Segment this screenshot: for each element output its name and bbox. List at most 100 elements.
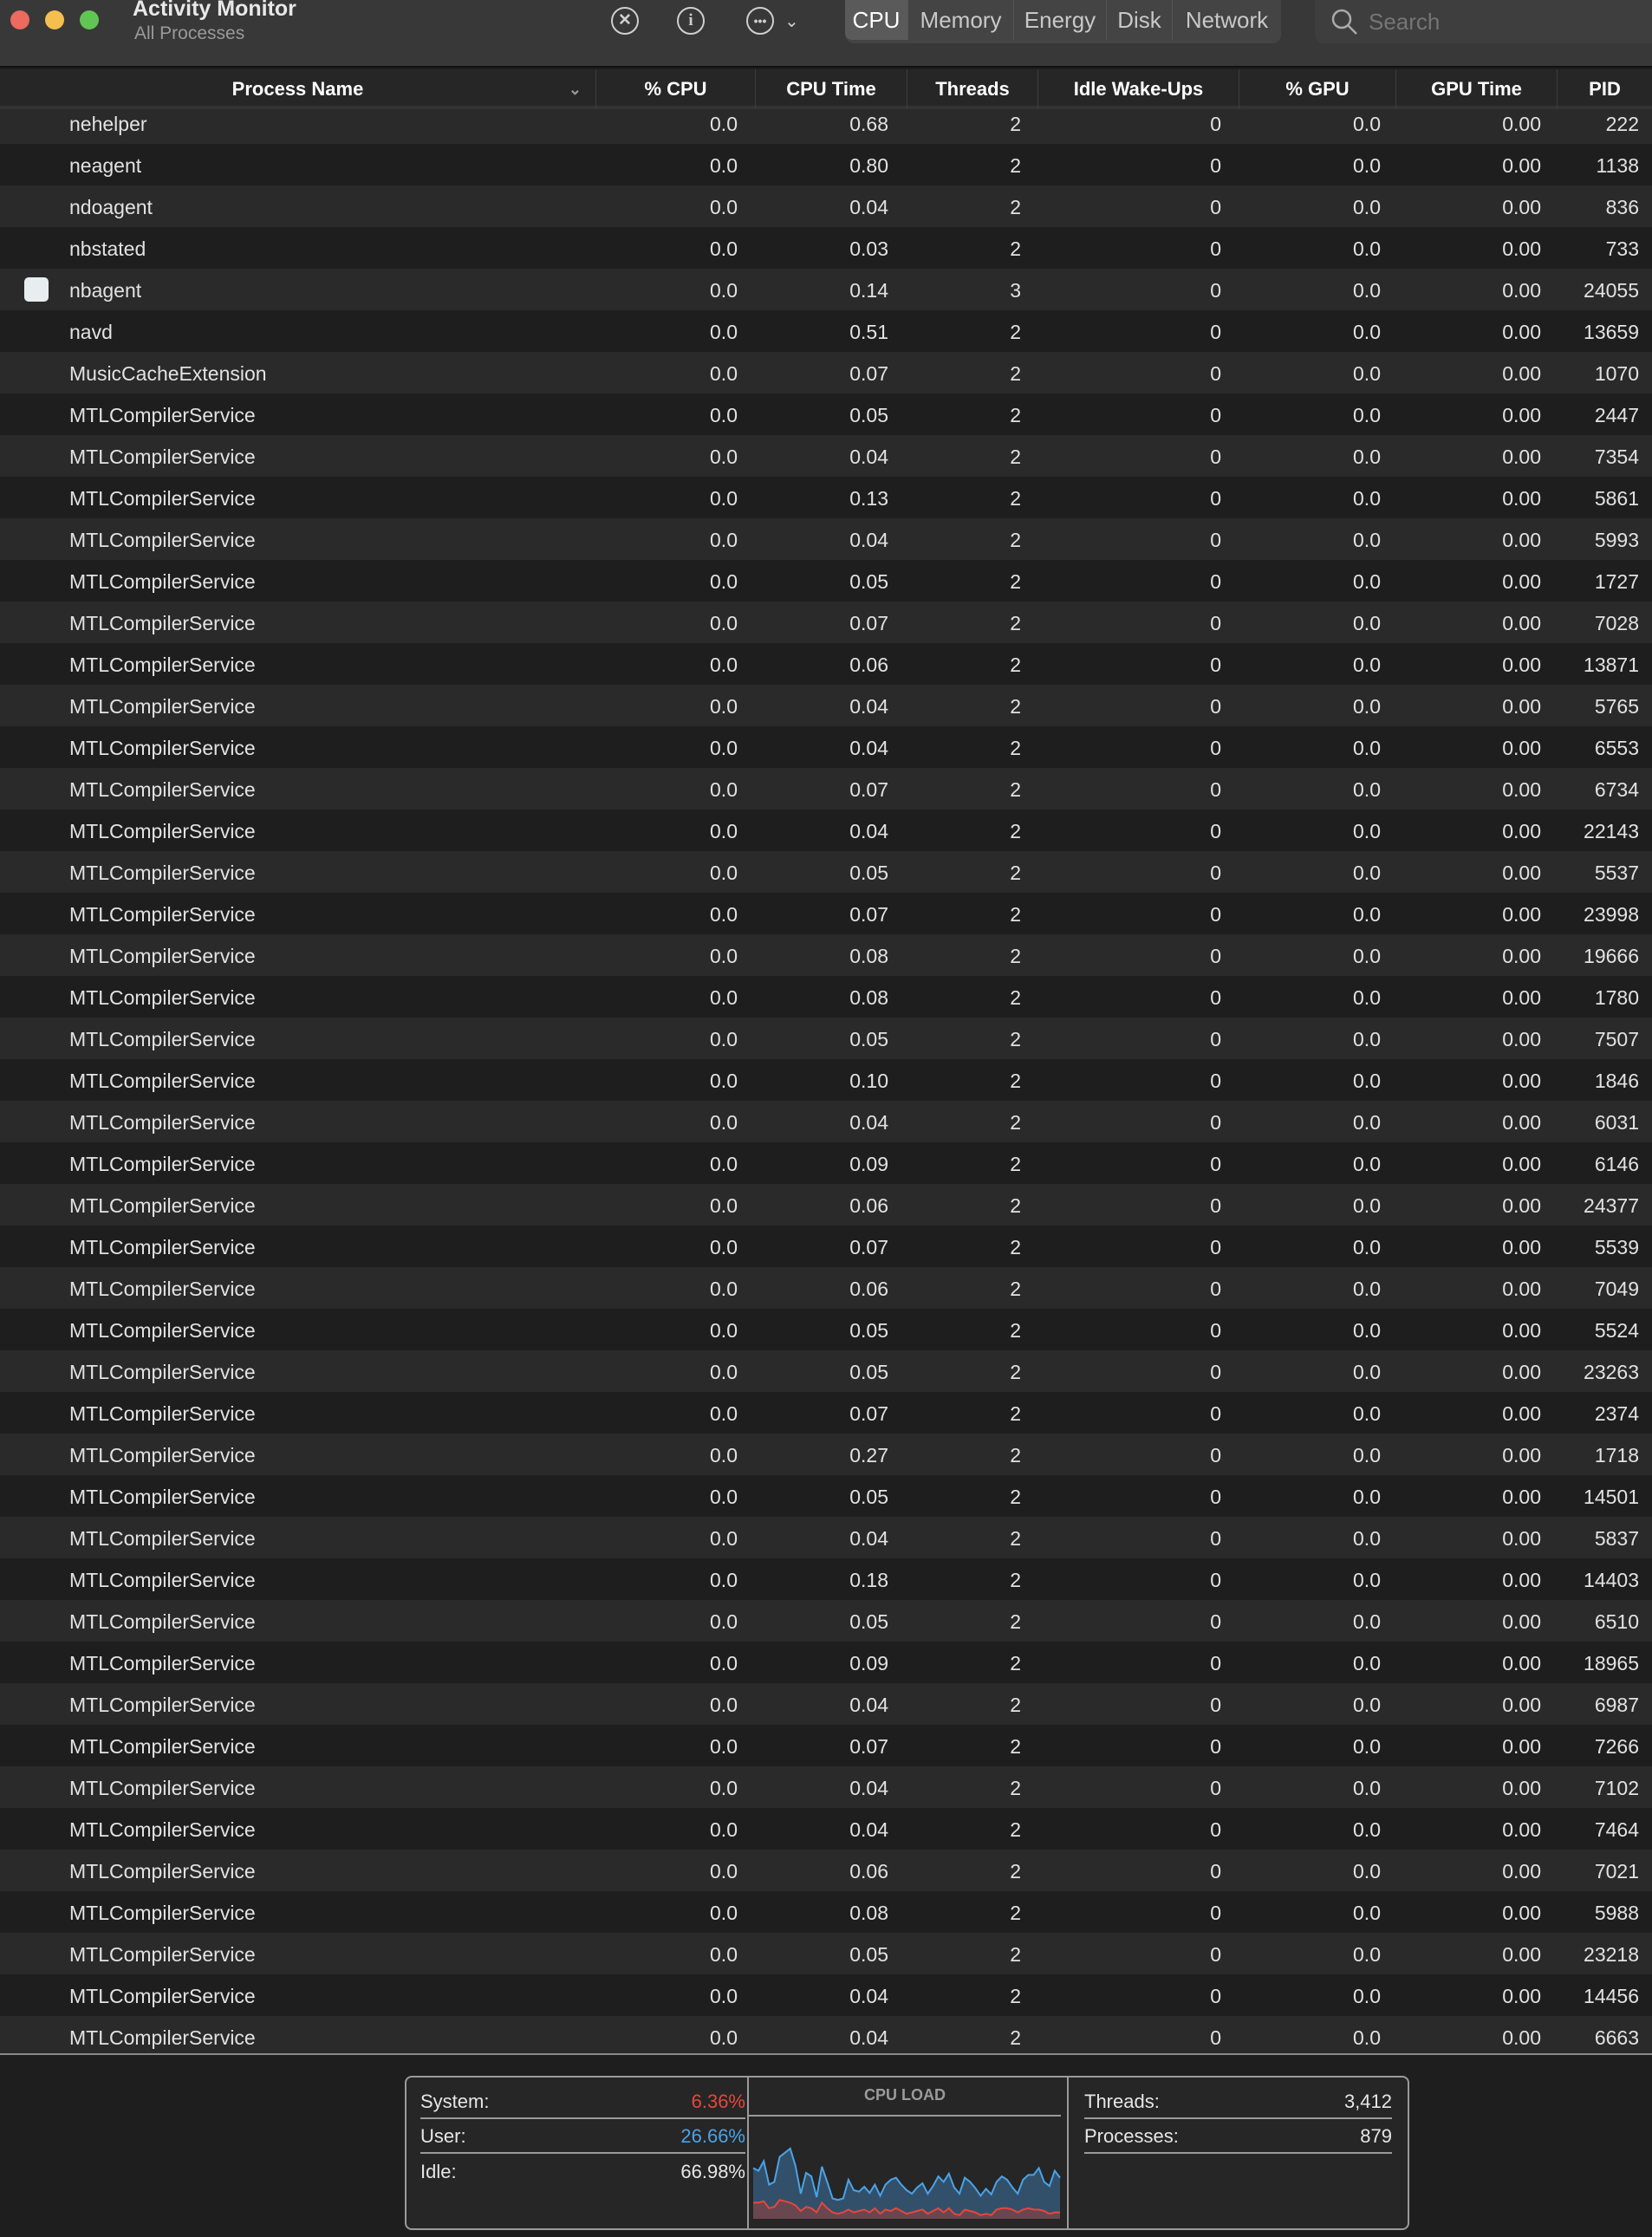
table-row[interactable]: MTLCompilerService 0.0 0.08 2 0 0.0 0.00 5988: [0, 1891, 1652, 1933]
table-row[interactable]: ndoagent 0.0 0.04 2 0 0.0 0.00 836: [0, 185, 1652, 227]
table-row[interactable]: MTLCompilerService 0.0 0.05 2 0 0.0 0.00 7507: [0, 1018, 1652, 1059]
table-row[interactable]: MTLCompilerService 0.0 0.04 2 0 0.0 0.00 5765: [0, 685, 1652, 726]
process-name: MTLCompilerService: [69, 820, 256, 842]
table-row[interactable]: MTLCompilerService 0.0 0.05 2 0 0.0 0.00 23218: [0, 1933, 1652, 1974]
process-name: MTLCompilerService: [69, 778, 256, 801]
cpu-percent-cell: 0.0: [710, 321, 738, 343]
table-row[interactable]: navd 0.0 0.51 2 0 0.0 0.00 13659: [0, 310, 1652, 352]
info-icon[interactable]: i: [677, 7, 705, 35]
process-name: MTLCompilerService: [69, 1153, 256, 1175]
table-row[interactable]: MTLCompilerService 0.0 0.06 2 0 0.0 0.00 13871: [0, 643, 1652, 685]
table-row[interactable]: MTLCompilerService 0.0 0.07 2 0 0.0 0.00 23998: [0, 893, 1652, 934]
table-row[interactable]: MTLCompilerService 0.0 0.04 2 0 0.0 0.00 6987: [0, 1683, 1652, 1725]
tab-cpu[interactable]: CPU: [845, 0, 908, 40]
table-row[interactable]: MTLCompilerService 0.0 0.04 2 0 0.0 0.00 6553: [0, 726, 1652, 768]
table-row[interactable]: MTLCompilerService 0.0 0.04 2 0 0.0 0.00 14456: [0, 1974, 1652, 2016]
minimize-window-button[interactable]: [45, 10, 64, 29]
column-cpu-time[interactable]: CPU Time: [756, 69, 907, 109]
table-row[interactable]: MTLCompilerService 0.0 0.09 2 0 0.0 0.00 6146: [0, 1142, 1652, 1184]
gpu-percent-cell: 0.0: [1353, 1610, 1381, 1633]
idle-wake-ups-cell: 0: [1210, 1278, 1221, 1300]
table-row[interactable]: MTLCompilerService 0.0 0.04 2 0 0.0 0.00 7354: [0, 435, 1652, 477]
table-row[interactable]: MTLCompilerService 0.0 0.06 2 0 0.0 0.00 7049: [0, 1267, 1652, 1309]
column-idle-wake-ups[interactable]: Idle Wake-Ups: [1038, 69, 1239, 109]
cpu-load-graph: [752, 2147, 1061, 2219]
table-row[interactable]: nbagent 0.0 0.14 3 0 0.0 0.00 24055: [0, 269, 1652, 310]
table-row[interactable]: MTLCompilerService 0.0 0.07 2 0 0.0 0.00 7028: [0, 602, 1652, 643]
threads-cell: 2: [1010, 487, 1021, 510]
tab-memory[interactable]: Memory: [908, 0, 1014, 40]
column-cpu-percent[interactable]: % CPU: [596, 69, 756, 109]
table-row[interactable]: nehelper 0.0 0.68 2 0 0.0 0.00 222: [0, 102, 1652, 144]
idle-wake-ups-cell: 0: [1210, 1111, 1221, 1134]
table-row[interactable]: MTLCompilerService 0.0 0.27 2 0 0.0 0.00 1718: [0, 1434, 1652, 1475]
table-row[interactable]: MTLCompilerService 0.0 0.05 2 0 0.0 0.00 5537: [0, 851, 1652, 893]
table-row[interactable]: neagent 0.0 0.80 2 0 0.0 0.00 1138: [0, 144, 1652, 185]
column-threads[interactable]: Threads: [907, 69, 1038, 109]
column-gpu-percent[interactable]: % GPU: [1239, 69, 1396, 109]
pid-cell: 7354: [1594, 445, 1639, 468]
table-row[interactable]: MTLCompilerService 0.0 0.18 2 0 0.0 0.00 14403: [0, 1558, 1652, 1600]
table-row[interactable]: MTLCompilerService 0.0 0.05 2 0 0.0 0.00 6510: [0, 1600, 1652, 1642]
gpu-time-cell: 0.00: [1502, 445, 1541, 468]
stop-process-icon[interactable]: ✕: [611, 7, 639, 35]
table-row[interactable]: MTLCompilerService 0.0 0.04 2 0 0.0 0.00 7102: [0, 1766, 1652, 1808]
cpu-percent-cell: 0.0: [710, 945, 738, 967]
search-input[interactable]: [1369, 8, 1629, 36]
cpu-percent-cell: 0.0: [710, 529, 738, 551]
column-process-name[interactable]: Process Name ⌄: [0, 69, 596, 109]
gpu-percent-cell: 0.0: [1353, 279, 1381, 302]
table-row[interactable]: MTLCompilerService 0.0 0.04 2 0 0.0 0.00 6031: [0, 1101, 1652, 1142]
table-row[interactable]: MTLCompilerService 0.0 0.09 2 0 0.0 0.00 18965: [0, 1642, 1652, 1683]
table-row[interactable]: MTLCompilerService 0.0 0.05 2 0 0.0 0.00 5524: [0, 1309, 1652, 1350]
threads-cell: 2: [1010, 1194, 1021, 1217]
table-row[interactable]: MTLCompilerService 0.0 0.05 2 0 0.0 0.00 1727: [0, 560, 1652, 602]
close-window-button[interactable]: [10, 10, 29, 29]
cpu-percent-cell: 0.0: [710, 154, 738, 177]
column-pid[interactable]: PID: [1589, 78, 1621, 100]
table-row[interactable]: MTLCompilerService 0.0 0.05 2 0 0.0 0.00 23263: [0, 1350, 1652, 1392]
tab-disk[interactable]: Disk: [1107, 0, 1173, 40]
table-row[interactable]: MTLCompilerService 0.0 0.04 2 0 0.0 0.00 22143: [0, 810, 1652, 851]
more-actions-icon[interactable]: •••: [746, 7, 774, 35]
table-row[interactable]: MTLCompilerService 0.0 0.05 2 0 0.0 0.00 2447: [0, 393, 1652, 435]
zoom-window-button[interactable]: [80, 10, 99, 29]
table-row[interactable]: MTLCompilerService 0.0 0.04 2 0 0.0 0.00 6663: [0, 2016, 1652, 2054]
table-row[interactable]: MTLCompilerService 0.0 0.10 2 0 0.0 0.00 1846: [0, 1059, 1652, 1101]
table-row[interactable]: MTLCompilerService 0.0 0.04 2 0 0.0 0.00 7464: [0, 1808, 1652, 1850]
cpu-percent-cell: 0.0: [710, 445, 738, 468]
tab-network[interactable]: Network: [1185, 6, 1269, 33]
tab-energy[interactable]: Energy: [1014, 0, 1107, 40]
table-row[interactable]: MTLCompilerService 0.0 0.05 2 0 0.0 0.00 14501: [0, 1475, 1652, 1517]
table-row[interactable]: MTLCompilerService 0.0 0.07 2 0 0.0 0.00 6734: [0, 768, 1652, 810]
idle-wake-ups-cell: 0: [1210, 862, 1221, 884]
cpu-time-cell: 0.04: [849, 820, 888, 842]
pid-cell: 2447: [1594, 404, 1639, 426]
table-row[interactable]: nbstated 0.0 0.03 2 0 0.0 0.00 733: [0, 227, 1652, 269]
search-field[interactable]: [1315, 0, 1652, 43]
idle-wake-ups-cell: 0: [1210, 1402, 1221, 1425]
table-row[interactable]: MTLCompilerService 0.0 0.07 2 0 0.0 0.00 2374: [0, 1392, 1652, 1434]
table-row[interactable]: MTLCompilerService 0.0 0.07 2 0 0.0 0.00 5539: [0, 1226, 1652, 1267]
table-row[interactable]: MTLCompilerService 0.0 0.08 2 0 0.0 0.00 19666: [0, 934, 1652, 976]
cpu-percent-cell: 0.0: [710, 1652, 738, 1674]
table-row[interactable]: MTLCompilerService 0.0 0.08 2 0 0.0 0.00 1780: [0, 976, 1652, 1018]
gpu-percent-cell: 0.0: [1353, 2026, 1381, 2049]
table-row[interactable]: MTLCompilerService 0.0 0.04 2 0 0.0 0.00 5993: [0, 518, 1652, 560]
table-row[interactable]: MTLCompilerService 0.0 0.04 2 0 0.0 0.00 5837: [0, 1517, 1652, 1558]
table-row[interactable]: MTLCompilerService 0.0 0.06 2 0 0.0 0.00 7021: [0, 1850, 1652, 1891]
table-row[interactable]: MTLCompilerService 0.0 0.13 2 0 0.0 0.00 5861: [0, 477, 1652, 518]
system-load-line: [753, 2199, 1060, 2216]
gpu-time-cell: 0.00: [1502, 1278, 1541, 1300]
column-gpu-time[interactable]: GPU Time: [1396, 69, 1558, 109]
cpu-percent-cell: 0.0: [710, 487, 738, 510]
process-name: MTLCompilerService: [69, 1111, 256, 1134]
table-row[interactable]: MusicCacheExtension 0.0 0.07 2 0 0.0 0.00 1070: [0, 352, 1652, 393]
user-load-area: [753, 2149, 1060, 2219]
table-row[interactable]: MTLCompilerService 0.0 0.06 2 0 0.0 0.00 24377: [0, 1184, 1652, 1226]
threads-cell: 3: [1010, 279, 1021, 302]
table-row[interactable]: MTLCompilerService 0.0 0.07 2 0 0.0 0.00 7266: [0, 1725, 1652, 1766]
chevron-down-icon[interactable]: ⌄: [784, 12, 799, 31]
process-name: MTLCompilerService: [69, 1486, 256, 1508]
cpu-time-cell: 0.07: [849, 362, 888, 385]
